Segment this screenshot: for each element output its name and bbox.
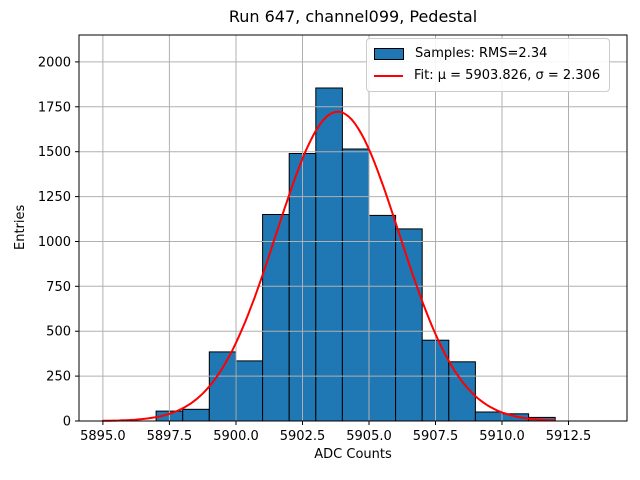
y-axis-label: Entries bbox=[13, 204, 28, 250]
x-axis-label: ADC Counts bbox=[314, 447, 392, 462]
y-tick-label: 250 bbox=[46, 370, 71, 385]
legend-fit-line-icon bbox=[374, 74, 403, 77]
legend-row-samples: Samples: RMS=2.34 bbox=[374, 44, 600, 63]
x-tick-label: 5900.0 bbox=[213, 429, 259, 444]
histogram-bar bbox=[315, 87, 343, 422]
y-tick-label: 500 bbox=[46, 325, 71, 340]
histogram-bar bbox=[474, 411, 503, 422]
y-tick-label: 750 bbox=[46, 280, 71, 295]
histogram-bar bbox=[182, 408, 210, 422]
histogram-bar bbox=[235, 360, 264, 422]
x-tick-label: 5905.0 bbox=[346, 429, 392, 444]
histogram-bar bbox=[368, 214, 397, 422]
x-tick-label: 5895.0 bbox=[80, 429, 126, 444]
histogram-bar bbox=[341, 148, 370, 422]
fit-curve bbox=[101, 110, 557, 422]
legend: Samples: RMS=2.34 Fit: μ = 5903.826, σ =… bbox=[366, 38, 611, 92]
x-tick-label: 5907.5 bbox=[413, 429, 459, 444]
x-tick-label: 5912.5 bbox=[546, 429, 592, 444]
y-tick-label: 2000 bbox=[38, 55, 71, 70]
y-tick-label: 1250 bbox=[38, 190, 71, 205]
legend-samples-swatch-icon bbox=[374, 47, 404, 60]
legend-row-fit: Fit: μ = 5903.826, σ = 2.306 bbox=[374, 66, 600, 85]
histogram-bar bbox=[208, 351, 237, 422]
y-tick-label: 1500 bbox=[38, 145, 71, 160]
y-tick-label: 1000 bbox=[38, 235, 71, 250]
histogram-bar bbox=[395, 228, 423, 422]
y-tick-label: 0 bbox=[63, 415, 71, 430]
legend-fit-label: Fit: μ = 5903.826, σ = 2.306 bbox=[414, 68, 601, 83]
legend-samples-label: Samples: RMS=2.34 bbox=[415, 46, 548, 61]
chart-title: Run 647, channel099, Pedestal bbox=[228, 7, 478, 26]
y-tick-label: 1750 bbox=[38, 100, 71, 115]
x-tick-label: 5897.5 bbox=[147, 429, 193, 444]
x-tick-label: 5910.0 bbox=[479, 429, 525, 444]
axes-frame bbox=[78, 34, 628, 422]
x-tick-label: 5902.5 bbox=[280, 429, 326, 444]
histogram-bar bbox=[262, 214, 290, 422]
